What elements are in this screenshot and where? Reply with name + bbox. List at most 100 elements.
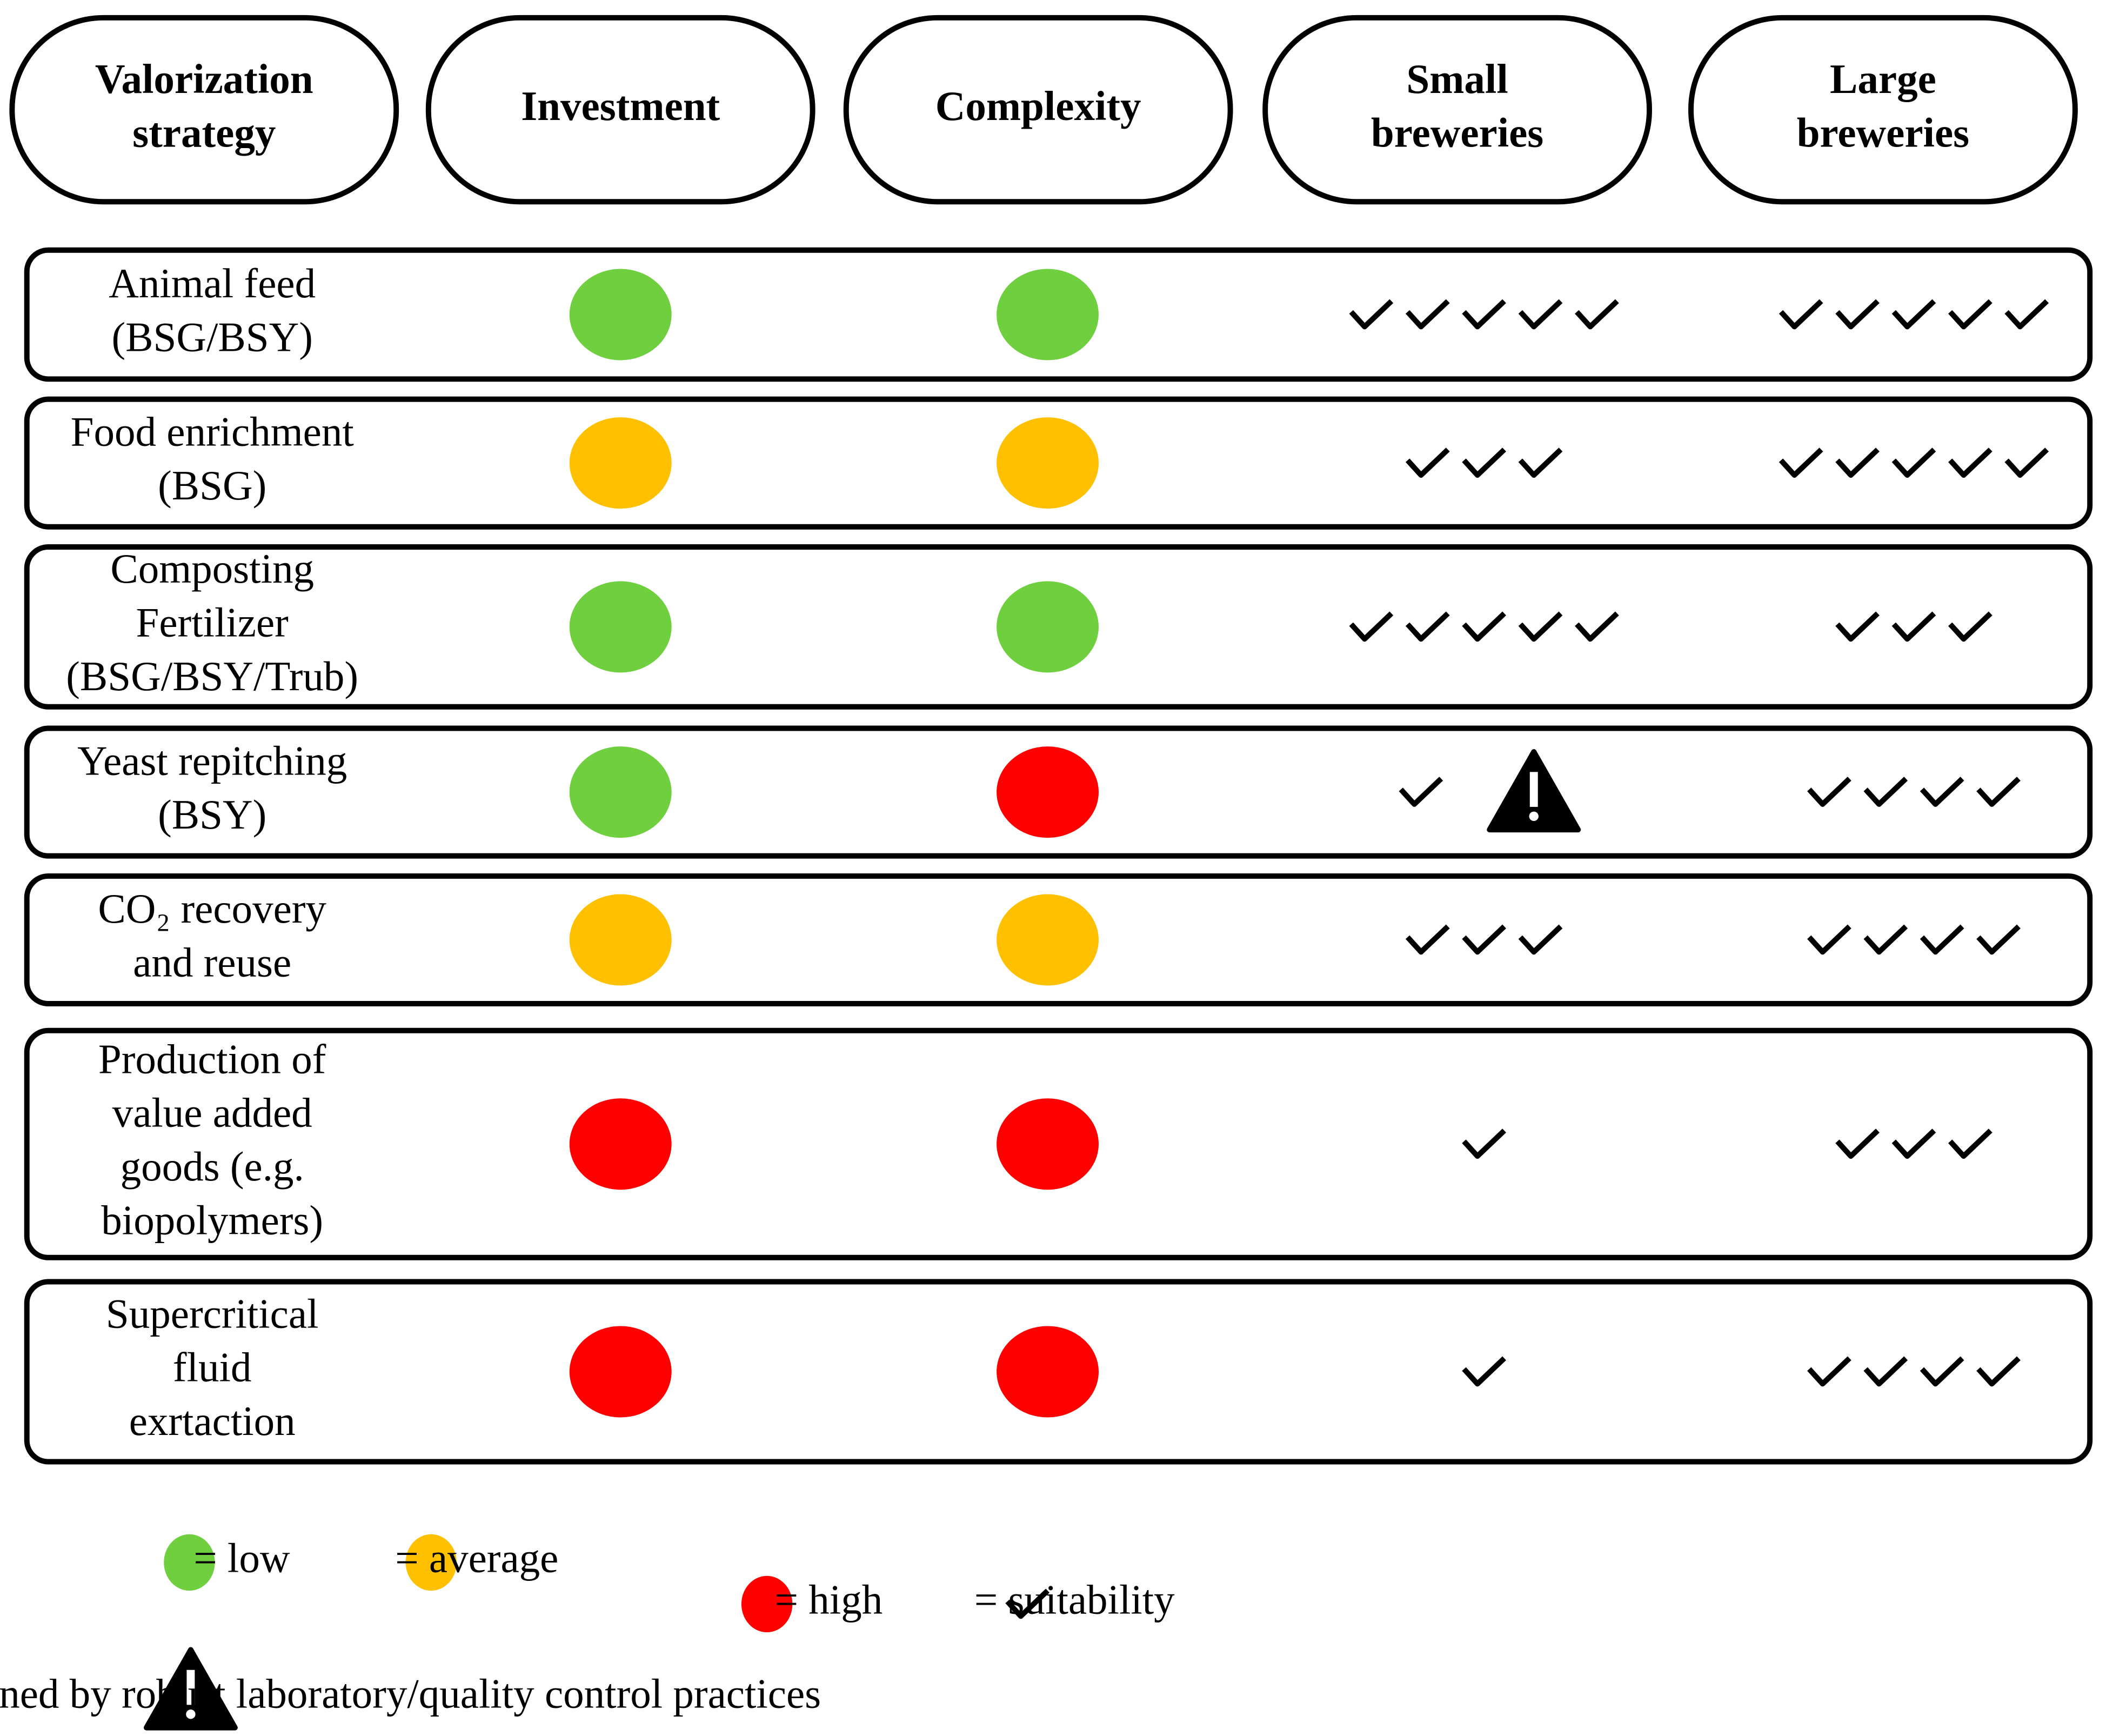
warning-bang [1529,772,1538,807]
label: Composting [110,545,314,592]
check [1891,448,1936,478]
investment-dot [569,894,672,986]
label: Complexity [935,83,1141,129]
check [1807,924,1851,955]
check [1349,299,1394,330]
check [1462,1356,1506,1387]
check [1835,448,1880,478]
label: (BSG) [158,462,266,509]
check [1462,1129,1506,1159]
label: biopolymers) [101,1197,323,1244]
check [1575,611,1619,642]
label: Valorization [95,56,313,102]
complexity-dot [997,1326,1099,1418]
check [1518,924,1563,955]
label: breweries [1797,110,1969,156]
check [1835,1129,1880,1159]
check [1835,299,1880,330]
legend-label: = low [193,1535,290,1581]
check [1518,299,1563,330]
check [1948,1129,1993,1159]
label: Food enrichment [71,409,354,455]
label: exrtaction [129,1398,296,1444]
check [1779,448,1823,478]
header-pill [9,15,399,205]
check [1863,924,1908,955]
check [1807,777,1851,807]
check [1920,924,1964,955]
check [2004,299,2049,330]
check [1399,777,1443,807]
check [1863,1356,1908,1387]
investment-dot [569,746,672,838]
check [1462,924,1506,955]
check [1462,611,1506,642]
label: Yeast repitching [77,738,347,784]
check [1405,299,1450,330]
header-pill [843,15,1233,205]
label: value added [112,1090,312,1136]
check [1948,448,1993,478]
check [1863,777,1908,807]
investment-dot [569,269,672,360]
check [1976,924,2021,955]
label: strategy [132,110,276,156]
check [1891,1129,1936,1159]
legend-label: = high [775,1577,883,1623]
legend-label: = average [395,1535,558,1581]
label: (BSY) [158,791,266,838]
header-pill [1262,15,1652,205]
complexity-dot [997,269,1099,360]
check [1462,448,1506,478]
label: Large [1830,56,1936,102]
legend-dot [741,1575,793,1633]
warning-bang [186,1670,195,1705]
label: Animal feed [109,260,316,306]
check [1349,611,1394,642]
complexity-dot [997,581,1099,673]
label: and reuse [133,939,291,985]
legend-dot [164,1534,215,1591]
check [1920,1356,1964,1387]
check [1807,1356,1851,1387]
investment-dot [569,1098,672,1190]
check [1518,611,1563,642]
warning-dot [186,1710,196,1719]
label: Supercritical [106,1290,319,1337]
complexity-dot [997,746,1099,838]
complexity-dot [997,894,1099,986]
warning-dot [1529,811,1539,822]
label: Production of [98,1036,326,1082]
label: goods (e.g. [121,1143,304,1190]
check [1891,611,1936,642]
header-pill [1688,15,2078,205]
complexity-dot [997,1098,1099,1190]
check [1891,299,1936,330]
legend-label: = feasibility conditioned by robust labo… [0,1671,821,1717]
investment-dot [569,1326,672,1418]
check [1835,611,1880,642]
label: (BSG/BSY/Trub) [66,653,358,699]
check [2004,448,2049,478]
check [1976,777,2021,807]
check [1405,924,1450,955]
label: fluid [173,1344,251,1391]
legend-dot [405,1534,457,1591]
investment-dot [569,581,672,673]
check [1575,299,1619,330]
label: (BSG/BSY) [111,313,312,360]
legend-label: = suitability [974,1577,1175,1623]
label: Investment [521,83,720,129]
investment-dot [569,417,672,509]
header-pill [425,15,815,205]
label: CO₂ recovery [98,885,326,932]
check [1948,611,1993,642]
complexity-dot [997,417,1099,509]
label: breweries [1371,110,1543,156]
check [1948,299,1993,330]
check [1976,1356,2021,1387]
check [1005,1588,1049,1619]
check [1405,448,1450,478]
